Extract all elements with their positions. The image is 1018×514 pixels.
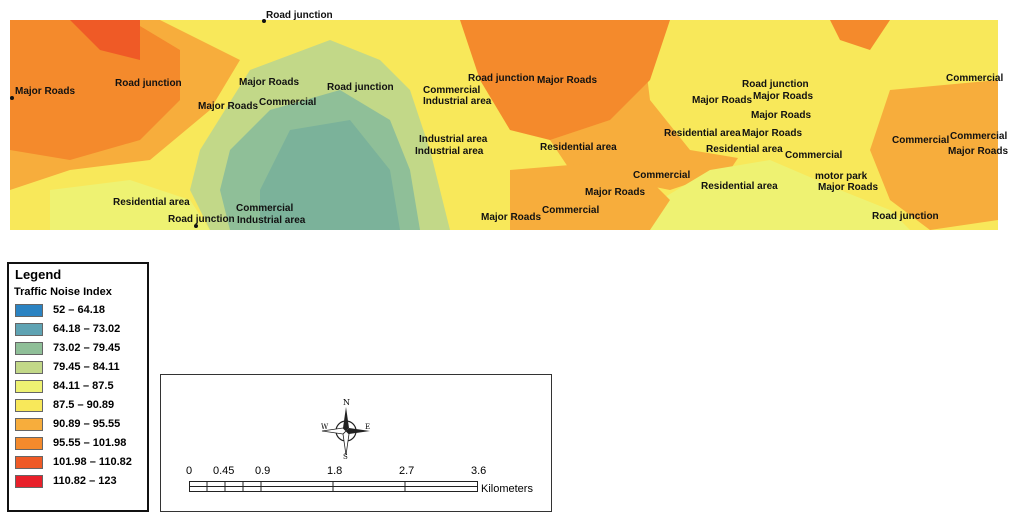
- map-label-commercial-sw: Commercial: [236, 203, 294, 214]
- legend-swatch: [15, 304, 43, 317]
- map-label-commercial-far-east: Commercial: [892, 135, 950, 146]
- legend-swatch: [15, 437, 43, 450]
- legend-swatch: [15, 475, 43, 488]
- map-label-major-roads-east-1: Major Roads: [692, 95, 753, 106]
- map-label-major-roads-east-2: Major Roads: [753, 91, 814, 102]
- map-label-major-roads-east-3: Major Roads: [751, 110, 812, 121]
- scale-tick-label: 3.6: [471, 465, 487, 477]
- legend-range: 64.18 – 73.02: [53, 323, 121, 335]
- map-label-residential-area-mid: Residential area: [540, 142, 617, 153]
- compass-n: N: [343, 398, 350, 407]
- legend-range: 110.82 – 123: [53, 475, 117, 487]
- map-label-commercial-east: Commercial: [785, 150, 843, 161]
- legend-range: 90.89 – 95.55: [53, 418, 121, 430]
- map-label-major-roads-west: Major Roads: [15, 86, 76, 97]
- legend-range: 95.55 – 101.98: [53, 437, 127, 449]
- map-label-commercial-center: Commercial: [259, 97, 317, 108]
- map-label-industrial-area-2: Industrial area: [419, 134, 488, 145]
- map-label-road-junction-se: Road junction: [872, 211, 939, 222]
- junction-point: [10, 96, 14, 100]
- map-label-road-junction-top: Road junction: [266, 10, 333, 21]
- legend-swatch: [15, 456, 43, 469]
- scale-tick-label: 2.7: [399, 465, 415, 477]
- map-label-commercial-ne: Commercial: [946, 73, 1004, 84]
- legend: Legend Traffic Noise Index 52 – 64.18 64.…: [7, 262, 149, 512]
- map-label-residential-area-sw: Residential area: [113, 197, 190, 208]
- legend-swatch: [15, 399, 43, 412]
- map-label-major-roads-far-east: Major Roads: [948, 146, 1009, 157]
- map-label-major-roads-center-2: Major Roads: [198, 101, 259, 112]
- legend-swatch: [15, 418, 43, 431]
- scale-tick-label: 0.45: [213, 465, 235, 477]
- map-label-major-roads-mid: Major Roads: [537, 75, 598, 86]
- legend-range: 79.45 – 84.11: [53, 361, 120, 373]
- legend-title: Legend: [15, 267, 62, 282]
- legend-swatch: [15, 361, 43, 374]
- legend-range: 73.02 – 79.45: [53, 342, 121, 354]
- noise-map: [10, 20, 998, 230]
- map-label-industrial-area-3: Industrial area: [415, 146, 484, 157]
- map-label-road-junction-mid: Road junction: [468, 73, 535, 84]
- compass-s: S: [343, 453, 348, 459]
- map-label-major-roads-south-1: Major Roads: [585, 187, 646, 198]
- scale-tick-label: 1.8: [327, 465, 343, 477]
- legend-range: 87.5 – 90.89: [53, 399, 115, 411]
- map-label-road-junction-sw: Road junction: [168, 214, 235, 225]
- map-label-motor-park: motor park: [815, 171, 868, 182]
- map-label-major-roads-east-4: Major Roads: [742, 128, 803, 139]
- map-label-major-roads-south-2: Major Roads: [481, 212, 542, 223]
- map-label-road-junction-center: Road junction: [327, 82, 394, 93]
- legend-subtitle: Traffic Noise Index: [14, 286, 112, 298]
- legend-range: 52 – 64.18: [53, 304, 105, 316]
- scale-tick-label: 0.9: [255, 465, 271, 477]
- map-label-commercial-far-east-2: Commercial: [950, 131, 1008, 142]
- scale-panel: N S W E 0 0.45 0.9 1.8 2.7 3.6 Kilometers: [160, 374, 552, 512]
- legend-swatch: [15, 323, 43, 336]
- map-label-commercial-mid: Commercial: [423, 85, 481, 96]
- scale-bar: [189, 481, 478, 492]
- legend-range: 84.11 – 87.5: [53, 380, 114, 392]
- map-label-residential-area-east-2: Residential area: [706, 144, 783, 155]
- junction-point: [262, 19, 266, 23]
- compass-e: E: [365, 423, 370, 431]
- map-label-residential-area-east-1: Residential area: [664, 128, 741, 139]
- map-label-industrial-area-mid: Industrial area: [423, 96, 492, 107]
- legend-range: 101.98 – 110.82: [53, 456, 132, 468]
- junction-point: [194, 224, 198, 228]
- map-label-residential-area-east-3: Residential area: [701, 181, 778, 192]
- scale-tick-label: 0: [186, 465, 193, 477]
- compass-w: W: [321, 423, 329, 431]
- map-label-commercial-south-2: Commercial: [542, 205, 600, 216]
- map-label-major-roads-center-1: Major Roads: [239, 77, 300, 88]
- map-label-road-junction-west: Road junction: [115, 78, 182, 89]
- map-label-industrial-area-sw: Industrial area: [237, 215, 306, 226]
- legend-swatch: [15, 380, 43, 393]
- compass-rose-icon: N S W E: [321, 398, 370, 459]
- scale-unit: Kilometers: [481, 483, 533, 495]
- map-label-major-roads-east-5: Major Roads: [818, 182, 879, 193]
- legend-swatch: [15, 342, 43, 355]
- map-label-commercial-south: Commercial: [633, 170, 691, 181]
- map-label-road-junction-east: Road junction: [742, 79, 809, 90]
